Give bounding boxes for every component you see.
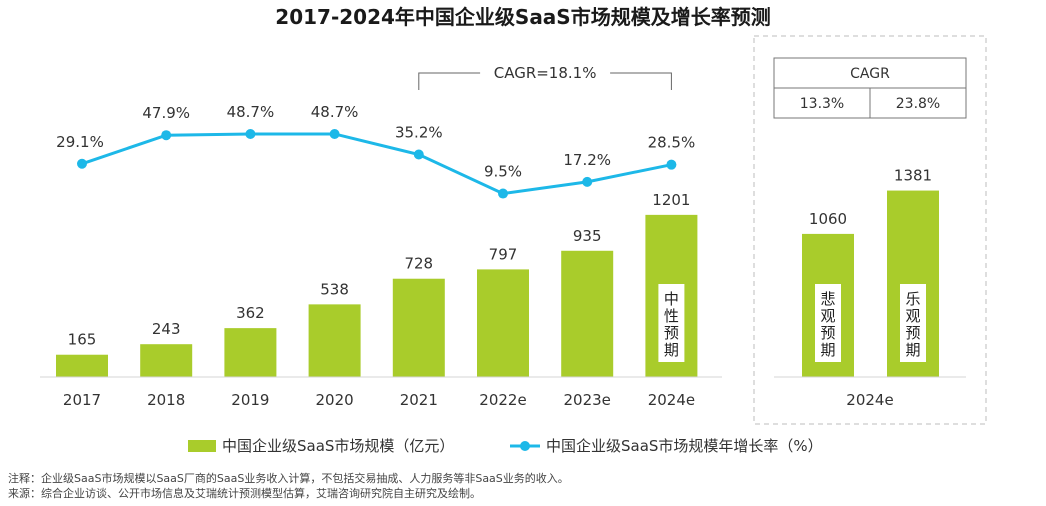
inner-label-box <box>658 284 685 362</box>
x-tick-label: 2021 <box>400 391 438 409</box>
bar-value-label: 935 <box>573 227 602 245</box>
growth-value-label: 17.2% <box>563 151 611 169</box>
scenario-inner-label-box <box>900 284 926 362</box>
inner-label-char: 预 <box>664 324 679 342</box>
bar-value-label: 797 <box>489 245 518 263</box>
scenario-inner-label-char: 预 <box>820 324 835 342</box>
source-text: 来源：综合企业访谈、公开市场信息及艾瑞统计预测模型估算，艾瑞咨询研究院自主研究及… <box>8 486 481 500</box>
bar <box>224 328 277 377</box>
bar <box>477 269 529 377</box>
bar-value-label: 728 <box>404 255 433 273</box>
bars: 165 2017 243 2018 362 2019 538 2020 728 2021 797 20… <box>40 191 722 409</box>
bar-value-label: 243 <box>152 320 181 338</box>
growth-point <box>77 158 87 169</box>
growth-value-label: 48.7% <box>311 103 359 121</box>
growth-value-label: 28.5% <box>648 134 696 152</box>
scenario-inner-label-char: 预 <box>905 324 920 342</box>
growth-point <box>161 130 172 141</box>
inner-label-char: 性 <box>664 307 679 325</box>
growth-value-label: 35.2% <box>395 123 443 141</box>
bar <box>308 304 361 377</box>
legend-bar-label: 中国企业级SaaS市场规模（亿元） <box>222 437 454 455</box>
growth-value-label: 29.1% <box>56 133 104 151</box>
scenario-inner-label-char: 期 <box>820 341 835 359</box>
inner-label-char: 期 <box>664 341 679 359</box>
bar <box>392 278 445 377</box>
growth-point <box>245 128 256 139</box>
scenario-x-tick-label: 2024e <box>846 391 893 409</box>
scenario-inner-label-char: 观 <box>905 307 920 325</box>
x-tick-label: 2017 <box>63 391 101 409</box>
growth-value-label: 47.9% <box>142 104 190 122</box>
scenario-inner-label-char: 悲 <box>820 290 835 308</box>
scenario-inner-label-char: 期 <box>905 341 920 359</box>
growth-point <box>413 149 424 160</box>
growth-value-label: 9.5% <box>484 163 522 181</box>
bar-value-label: 1201 <box>652 191 690 209</box>
cagr-table-value: 13.3% <box>800 96 844 112</box>
scenario-bar-value: 1381 <box>894 167 932 185</box>
scenario-panel-border <box>753 35 987 425</box>
x-tick-label: 2019 <box>231 391 269 409</box>
bar-value-label: 362 <box>236 304 265 322</box>
growth-point <box>329 128 340 139</box>
note-text: 注释：企业级SaaS市场规模以SaaS厂商的SaaS业务收入计算，不包括交易抽成… <box>8 471 569 485</box>
cagr-bracket-label: CAGR=18.1% <box>494 64 597 82</box>
x-tick-label: 2022e <box>479 391 526 409</box>
legend-line-marker <box>520 441 530 451</box>
x-tick-label: 2024e <box>648 391 695 409</box>
x-tick-label: 2023e <box>563 391 610 409</box>
chart-title: 2017-2024年中国企业级SaaS市场规模及增长率预测 <box>275 5 770 29</box>
growth-point <box>666 159 677 170</box>
bar <box>561 250 614 377</box>
cagr-bracket-left <box>418 72 481 90</box>
bar <box>56 354 108 377</box>
scenario-inner-label-box <box>815 284 841 362</box>
legend-line-label: 中国企业级SaaS市场规模年增长率（%） <box>546 437 823 455</box>
bar <box>140 344 193 377</box>
legend-bar-swatch <box>188 440 216 452</box>
growth-value-label: 48.7% <box>227 103 275 121</box>
growth-line: 29.1% 47.9% 48.7% 48.7% 35.2% 9.5% 17.2% 28.5% C… <box>56 64 695 199</box>
scenario-inner-label-char: 观 <box>820 307 835 325</box>
growth-point <box>582 176 593 187</box>
legend: 中国企业级SaaS市场规模（亿元） 中国企业级SaaS市场规模年增长率（%） <box>188 437 823 455</box>
growth-line-path <box>81 132 672 196</box>
inner-label-char: 中 <box>664 290 679 308</box>
bar-value-label: 165 <box>68 331 97 349</box>
cagr-table-header: CAGR <box>850 66 890 82</box>
cagr-table-value: 23.8% <box>896 96 940 112</box>
scenario-inner-label-char: 乐 <box>905 290 920 308</box>
growth-point <box>498 188 508 199</box>
bar-value-label: 538 <box>320 280 349 298</box>
x-tick-label: 2018 <box>147 391 185 409</box>
cagr-bracket-right <box>610 72 672 90</box>
x-tick-label: 2020 <box>316 391 354 409</box>
scenario-bar-value: 1060 <box>809 210 847 228</box>
